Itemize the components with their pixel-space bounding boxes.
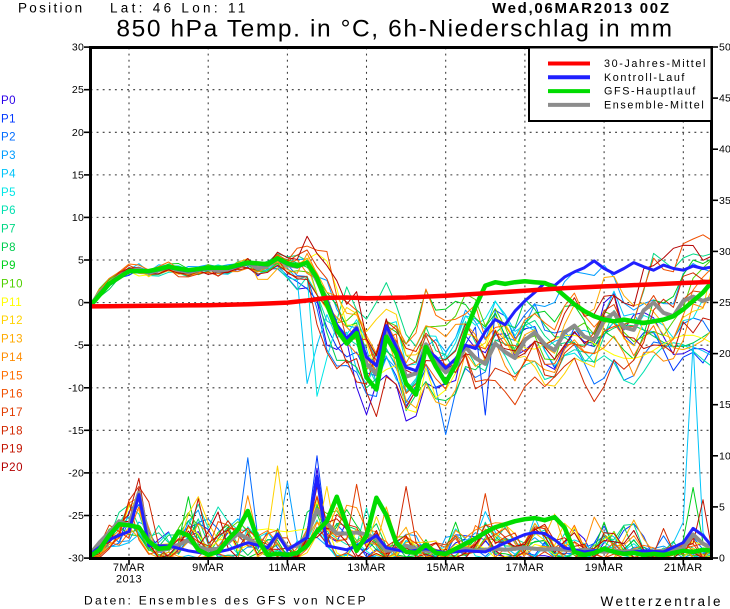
svg-text:-30: -30 [68,553,84,565]
svg-text:50: 50 [719,42,730,54]
svg-text:2013: 2013 [116,574,142,586]
svg-text:P18: P18 [1,425,23,437]
svg-text:15MAR: 15MAR [426,562,465,574]
svg-text:-15: -15 [68,425,84,437]
svg-text:21MAR: 21MAR [664,562,703,574]
svg-text:P15: P15 [1,370,23,382]
svg-text:20: 20 [72,127,84,139]
svg-text:-5: -5 [74,340,84,352]
svg-text:19MAR: 19MAR [585,562,624,574]
svg-text:P9: P9 [1,260,16,272]
svg-text:9MAR: 9MAR [192,562,224,574]
svg-text:-20: -20 [68,467,84,479]
svg-text:7MAR: 7MAR [113,562,145,574]
svg-text:-25: -25 [68,510,84,522]
svg-text:11MAR: 11MAR [268,562,306,574]
svg-text:P2: P2 [1,132,16,144]
svg-text:P3: P3 [1,150,16,162]
svg-text:P19: P19 [1,444,23,456]
svg-text:P0: P0 [1,95,16,107]
svg-text:Ensemble-Mittel: Ensemble-Mittel [604,99,705,111]
svg-text:Wed,06MAR2013 00Z: Wed,06MAR2013 00Z [492,0,671,17]
svg-text:P10: P10 [1,279,23,291]
svg-text:Lat: 46 Lon: 11: Lat: 46 Lon: 11 [110,1,249,16]
svg-text:10: 10 [72,212,84,224]
svg-text:P6: P6 [1,205,16,217]
svg-text:P12: P12 [1,315,23,327]
svg-text:40: 40 [719,144,730,156]
svg-text:P16: P16 [1,389,23,401]
svg-text:Position: Position [18,1,84,16]
svg-text:30: 30 [719,246,730,258]
svg-text:13MAR: 13MAR [347,562,386,574]
svg-text:0: 0 [78,297,84,309]
svg-text:17MAR: 17MAR [506,562,545,574]
svg-text:-10: -10 [68,382,84,394]
svg-text:0: 0 [719,553,725,565]
svg-text:P5: P5 [1,187,16,199]
svg-text:Wetterzentrale: Wetterzentrale [600,594,723,609]
svg-text:15: 15 [719,399,730,411]
svg-text:GFS-Hauptlauf: GFS-Hauptlauf [604,86,697,98]
svg-text:P17: P17 [1,407,23,419]
svg-text:25: 25 [719,297,730,309]
svg-text:Kontroll-Lauf: Kontroll-Lauf [604,72,686,84]
svg-text:P7: P7 [1,223,16,235]
svg-text:P4: P4 [1,168,16,180]
svg-text:P14: P14 [1,352,23,364]
svg-text:P13: P13 [1,334,23,346]
svg-text:P8: P8 [1,242,16,254]
svg-text:P20: P20 [1,462,23,474]
svg-text:P1: P1 [1,113,16,125]
svg-text:5: 5 [719,501,725,513]
svg-text:25: 25 [72,84,84,96]
svg-text:45: 45 [719,93,730,105]
svg-text:20: 20 [719,348,730,360]
svg-text:P11: P11 [1,297,22,309]
svg-text:30: 30 [72,42,84,54]
svg-text:5: 5 [78,255,84,267]
svg-text:35: 35 [719,195,730,207]
svg-text:10: 10 [719,450,730,462]
svg-text:850 hPa Temp. in °C, 6h-Nieder: 850 hPa Temp. in °C, 6h-Niederschlag in … [116,16,673,43]
svg-text:15: 15 [72,169,84,181]
svg-text:Daten: Ensembles des GFS von N: Daten: Ensembles des GFS von NCEP [84,594,368,608]
svg-text:30-Jahres-Mittel: 30-Jahres-Mittel [604,58,707,70]
